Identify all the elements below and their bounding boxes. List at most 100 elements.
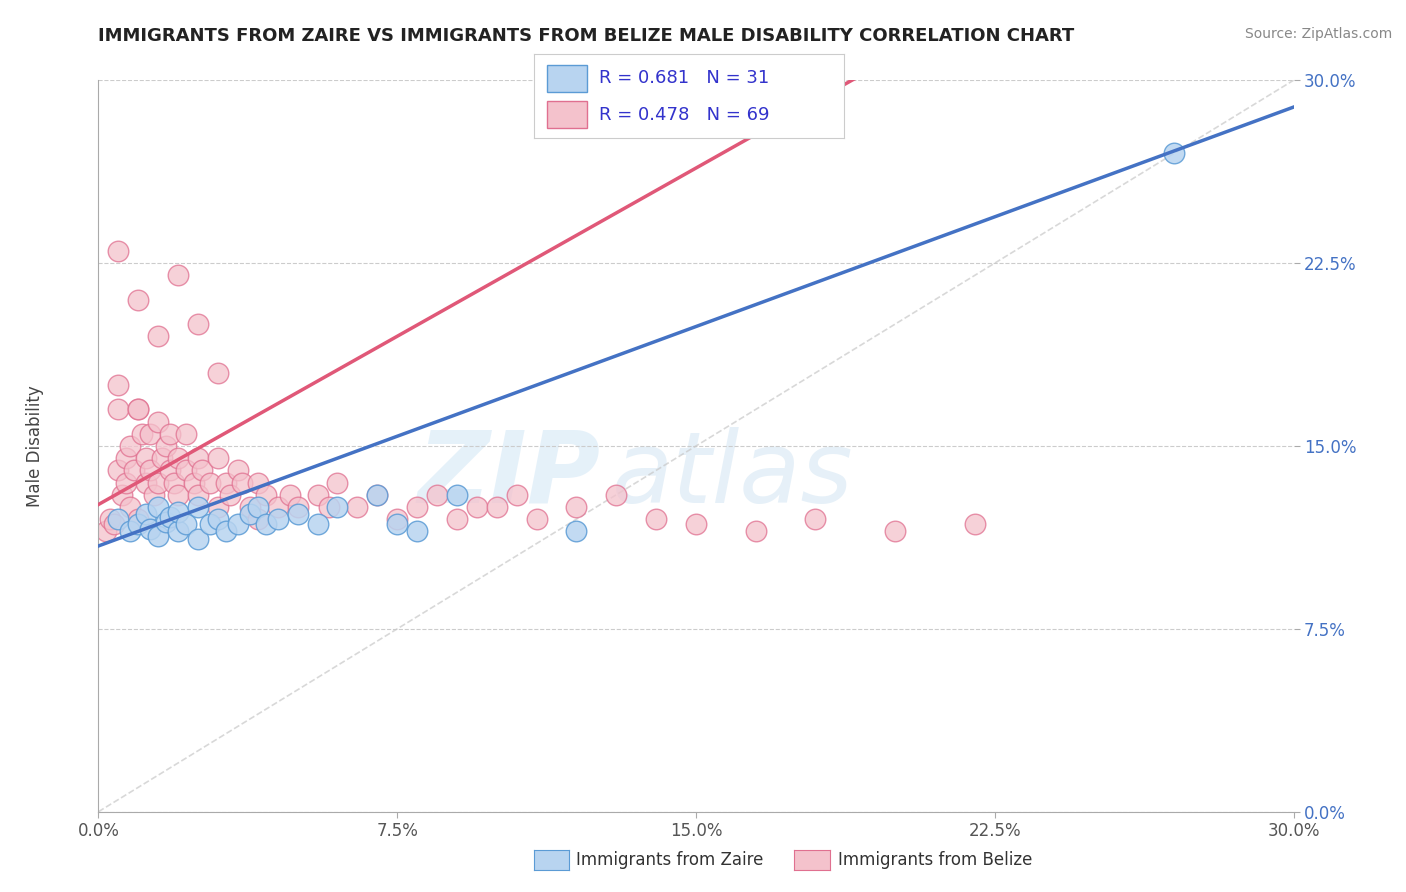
Point xyxy=(215,475,238,490)
Point xyxy=(318,500,340,514)
Point xyxy=(111,488,134,502)
Point xyxy=(96,524,118,539)
Point xyxy=(207,451,229,466)
Point xyxy=(645,512,668,526)
Point xyxy=(107,402,129,417)
Point xyxy=(127,516,149,531)
Point xyxy=(506,488,529,502)
Point xyxy=(127,293,149,307)
Point xyxy=(187,488,209,502)
Bar xyxy=(547,101,586,128)
Point xyxy=(131,426,153,441)
Point xyxy=(127,402,149,417)
Point xyxy=(278,488,301,502)
Point xyxy=(187,451,209,466)
Point xyxy=(307,488,329,502)
Point xyxy=(163,475,186,490)
Point xyxy=(167,451,190,466)
Point xyxy=(366,488,388,502)
Point xyxy=(745,524,768,539)
Point xyxy=(148,529,170,543)
Point xyxy=(963,516,986,531)
Point xyxy=(406,500,429,514)
Point xyxy=(385,512,409,526)
Point xyxy=(207,500,229,514)
Point xyxy=(120,500,142,514)
Point xyxy=(565,524,588,539)
Point xyxy=(215,524,238,539)
Point xyxy=(239,508,262,522)
Point xyxy=(187,317,209,331)
Point xyxy=(326,500,349,514)
Point xyxy=(406,524,429,539)
Point xyxy=(174,516,197,531)
Point xyxy=(167,524,190,539)
Point xyxy=(198,475,221,490)
Point xyxy=(148,415,170,429)
Point xyxy=(526,512,548,526)
Point xyxy=(267,500,290,514)
Point xyxy=(446,512,468,526)
Point xyxy=(187,500,209,514)
Point xyxy=(150,451,173,466)
Point xyxy=(167,488,190,502)
Point xyxy=(107,244,129,258)
Text: Immigrants from Belize: Immigrants from Belize xyxy=(838,851,1032,869)
Point xyxy=(426,488,449,502)
Point xyxy=(107,378,129,392)
Point xyxy=(115,475,138,490)
Point xyxy=(127,512,149,526)
Point xyxy=(287,500,309,514)
Point xyxy=(246,512,269,526)
Text: IMMIGRANTS FROM ZAIRE VS IMMIGRANTS FROM BELIZE MALE DISABILITY CORRELATION CHAR: IMMIGRANTS FROM ZAIRE VS IMMIGRANTS FROM… xyxy=(98,27,1074,45)
Point xyxy=(246,475,269,490)
Point xyxy=(231,475,253,490)
Point xyxy=(187,532,209,546)
Point xyxy=(143,488,166,502)
Point xyxy=(1163,146,1185,161)
Point xyxy=(120,524,142,539)
Point xyxy=(226,463,249,477)
Point xyxy=(207,512,229,526)
Text: Source: ZipAtlas.com: Source: ZipAtlas.com xyxy=(1244,27,1392,41)
Point xyxy=(254,516,277,531)
Point xyxy=(246,500,269,514)
Point xyxy=(287,508,309,522)
Point xyxy=(148,500,170,514)
Point xyxy=(198,516,221,531)
Text: ZIP: ZIP xyxy=(418,426,600,524)
Point xyxy=(103,516,125,531)
Text: atlas: atlas xyxy=(612,426,853,524)
Point xyxy=(326,475,349,490)
Point xyxy=(307,516,329,531)
Text: Immigrants from Zaire: Immigrants from Zaire xyxy=(576,851,763,869)
Point xyxy=(139,463,162,477)
Point xyxy=(207,366,229,380)
Point xyxy=(174,426,197,441)
Point xyxy=(155,515,177,529)
Point xyxy=(107,463,129,477)
Point xyxy=(804,512,827,526)
Point xyxy=(239,500,262,514)
Point xyxy=(884,524,907,539)
Text: Male Disability: Male Disability xyxy=(27,385,44,507)
Point xyxy=(159,463,181,477)
Text: R = 0.681   N = 31: R = 0.681 N = 31 xyxy=(599,69,769,87)
Point xyxy=(254,488,277,502)
Point xyxy=(167,268,190,283)
Point xyxy=(685,516,707,531)
Point xyxy=(605,488,627,502)
Point xyxy=(148,475,170,490)
Point xyxy=(139,426,162,441)
Point xyxy=(124,463,146,477)
Point xyxy=(159,509,181,524)
Point xyxy=(135,451,157,466)
Point xyxy=(98,512,122,526)
Point xyxy=(346,500,368,514)
Point xyxy=(148,329,170,343)
Text: R = 0.478   N = 69: R = 0.478 N = 69 xyxy=(599,105,769,123)
Point xyxy=(191,463,214,477)
Point xyxy=(267,512,290,526)
Point xyxy=(565,500,588,514)
Point xyxy=(385,516,409,531)
